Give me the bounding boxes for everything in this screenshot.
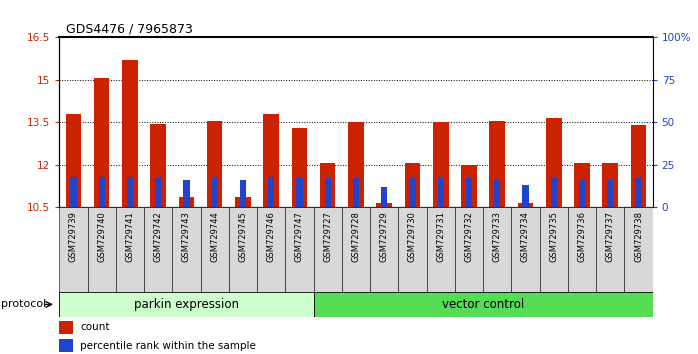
Text: GSM729727: GSM729727 [323, 211, 332, 262]
Text: GSM729731: GSM729731 [436, 211, 445, 262]
Bar [574, 163, 590, 207]
Text: GSM729729: GSM729729 [380, 211, 389, 262]
Bar [155, 178, 161, 207]
Bar [494, 180, 500, 207]
Bar [348, 122, 364, 207]
Bar [596, 207, 625, 292]
Bar [399, 207, 426, 292]
Text: GSM729741: GSM729741 [126, 211, 135, 262]
Text: GSM729739: GSM729739 [69, 211, 78, 262]
Bar [489, 121, 505, 207]
Bar [376, 203, 392, 207]
Bar [512, 207, 540, 292]
Bar [179, 197, 194, 207]
Bar [602, 163, 618, 207]
Text: GSM729736: GSM729736 [577, 211, 586, 262]
Text: GSM729745: GSM729745 [239, 211, 248, 262]
Text: GSM729728: GSM729728 [352, 211, 360, 262]
Bar [184, 180, 190, 207]
Bar [438, 178, 444, 207]
Bar [313, 292, 653, 317]
Text: GSM729744: GSM729744 [210, 211, 219, 262]
Bar [381, 187, 387, 207]
Text: GSM729740: GSM729740 [97, 211, 106, 262]
Bar [297, 178, 302, 207]
Bar [59, 292, 313, 317]
Bar [342, 207, 370, 292]
Text: GSM729737: GSM729737 [606, 211, 615, 262]
Bar [59, 207, 87, 292]
Bar [59, 321, 73, 333]
Bar [522, 185, 528, 207]
Bar [263, 114, 279, 207]
Bar [268, 177, 274, 207]
Bar [426, 207, 455, 292]
Bar [66, 114, 81, 207]
Bar [116, 207, 144, 292]
Bar [635, 178, 641, 207]
Text: GSM729747: GSM729747 [295, 211, 304, 262]
Bar [546, 118, 561, 207]
Bar [568, 207, 596, 292]
Text: GSM729735: GSM729735 [549, 211, 558, 262]
Bar [353, 178, 359, 207]
Bar [320, 163, 336, 207]
Bar [257, 207, 285, 292]
Text: GDS4476 / 7965873: GDS4476 / 7965873 [66, 22, 193, 35]
Bar [144, 207, 172, 292]
Bar [70, 177, 77, 207]
Bar [229, 207, 257, 292]
Bar [127, 177, 133, 207]
Text: parkin expression: parkin expression [134, 298, 239, 311]
Bar [172, 207, 200, 292]
Bar [540, 207, 568, 292]
Text: GSM729738: GSM729738 [634, 211, 643, 262]
Bar [59, 339, 73, 352]
Bar [409, 178, 415, 207]
Text: count: count [80, 322, 110, 332]
Bar [313, 207, 342, 292]
Bar [207, 121, 223, 207]
Bar [518, 203, 533, 207]
Bar [122, 60, 138, 207]
Bar [87, 207, 116, 292]
Text: percentile rank within the sample: percentile rank within the sample [80, 341, 256, 351]
Text: protocol: protocol [1, 299, 46, 309]
Bar [370, 207, 399, 292]
Bar [235, 197, 251, 207]
Bar [461, 165, 477, 207]
Bar [211, 178, 218, 207]
Bar [240, 180, 246, 207]
Text: GSM729730: GSM729730 [408, 211, 417, 262]
Text: GSM729743: GSM729743 [182, 211, 191, 262]
Bar [466, 178, 472, 207]
Bar [433, 122, 449, 207]
Bar [579, 180, 585, 207]
Bar [405, 163, 420, 207]
Bar [455, 207, 483, 292]
Bar [325, 178, 331, 207]
Bar [151, 124, 166, 207]
Bar [94, 78, 110, 207]
Text: vector control: vector control [442, 298, 524, 311]
Bar [625, 207, 653, 292]
Text: GSM729733: GSM729733 [493, 211, 502, 262]
Bar [551, 178, 557, 207]
Bar [483, 207, 512, 292]
Text: GSM729732: GSM729732 [464, 211, 473, 262]
Text: GSM729746: GSM729746 [267, 211, 276, 262]
Bar [98, 177, 105, 207]
Text: GSM729734: GSM729734 [521, 211, 530, 262]
Bar [285, 207, 313, 292]
Bar [607, 180, 614, 207]
Bar [631, 125, 646, 207]
Bar [200, 207, 229, 292]
Bar [292, 128, 307, 207]
Text: GSM729742: GSM729742 [154, 211, 163, 262]
